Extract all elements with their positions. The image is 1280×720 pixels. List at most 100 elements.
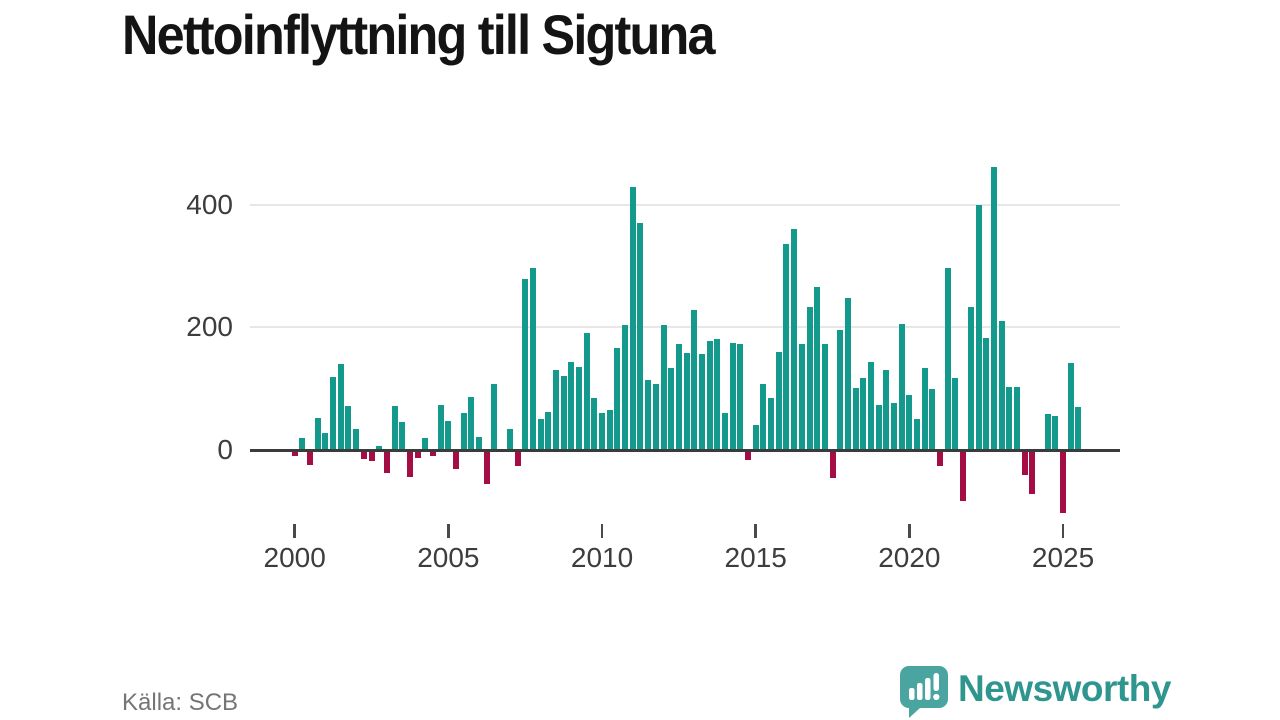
bar-2010-Q3 [614, 347, 621, 450]
bar-2006-Q3 [491, 383, 498, 450]
x-axis-tick [1061, 524, 1065, 538]
bar-2008-Q1 [537, 419, 544, 450]
y-axis-tick-label: 0 [217, 434, 233, 465]
bar-2004-Q2 [422, 438, 429, 450]
bar-2022-Q2 [975, 204, 982, 450]
x-axis-line [250, 448, 1120, 452]
bar-2025-Q1 [1060, 451, 1067, 513]
bar-2003-Q2 [391, 405, 398, 450]
bar-2019-Q1 [875, 405, 882, 450]
bar-2005-Q2 [453, 451, 460, 469]
bar-2025-Q3 [1075, 407, 1082, 450]
bar-2025-Q2 [1067, 362, 1074, 450]
bar-2011-Q2 [637, 223, 644, 450]
bar-2016-Q2 [791, 229, 798, 450]
bar-2015-Q2 [760, 383, 767, 450]
bar-2012-Q1 [660, 325, 667, 450]
bar-2003-Q4 [406, 451, 413, 478]
bar-2004-Q1 [414, 451, 421, 458]
x-axis-tick-label: 2000 [263, 542, 326, 573]
bar-2021-Q2 [944, 268, 951, 450]
newsworthy-logo: Newsworthy [898, 662, 1171, 720]
x-axis-tick-label: 2005 [417, 542, 480, 573]
bar-2020-Q1 [906, 395, 913, 450]
gridline-400 [250, 203, 1120, 206]
bar-2001-Q1 [322, 433, 329, 450]
bar-2000-Q4 [314, 418, 321, 450]
newsworthy-bubble-icon [898, 664, 950, 720]
bar-2016-Q1 [783, 243, 790, 450]
bar-2002-Q3 [368, 451, 375, 462]
bar-2019-Q3 [891, 403, 898, 450]
bar-2008-Q4 [560, 376, 567, 450]
bar-2009-Q3 [583, 332, 590, 450]
bar-2002-Q1 [353, 429, 360, 450]
bar-2020-Q3 [921, 367, 928, 450]
bar-2006-Q2 [483, 451, 490, 484]
bar-2022-Q3 [983, 338, 990, 450]
bar-2002-Q4 [376, 446, 383, 450]
bar-2001-Q2 [330, 376, 337, 450]
bar-2007-Q4 [529, 268, 536, 450]
y-axis-tick-label: 400 [186, 188, 233, 220]
bar-2011-Q4 [652, 384, 659, 450]
bar-2011-Q1 [629, 186, 636, 450]
bar-2008-Q2 [545, 411, 552, 450]
bar-2002-Q2 [360, 451, 367, 459]
x-axis-tick [908, 524, 911, 538]
bar-2017-Q2 [821, 344, 828, 450]
gridline-200 [250, 326, 1120, 329]
bar-2005-Q4 [468, 396, 475, 450]
bar-2007-Q3 [522, 278, 529, 450]
source-note: Källa: SCB [122, 689, 239, 716]
bar-2007-Q1 [506, 429, 513, 450]
y-axis-tick-label: 200 [186, 311, 233, 343]
bar-2021-Q3 [952, 378, 959, 450]
bar-2001-Q3 [337, 364, 344, 450]
bar-2018-Q4 [867, 361, 874, 450]
bar-2010-Q2 [606, 410, 613, 450]
bar-2006-Q1 [476, 437, 483, 450]
bar-2015-Q1 [752, 424, 759, 450]
bar-2013-Q1 [691, 309, 698, 450]
bar-2009-Q2 [575, 367, 582, 450]
bar-2017-Q1 [814, 286, 821, 450]
bar-2000-Q3 [307, 451, 314, 465]
bar-2023-Q4 [1021, 451, 1028, 475]
bar-2016-Q3 [798, 343, 805, 450]
bar-2021-Q1 [937, 451, 944, 466]
bar-2022-Q1 [967, 307, 974, 450]
chart-title: Nettoinflyttning till Sigtuna [122, 3, 716, 66]
bar-2010-Q4 [622, 325, 629, 450]
bar-2017-Q3 [829, 451, 836, 478]
x-axis-tick [600, 524, 604, 538]
bar-2013-Q2 [698, 353, 705, 450]
bar-2010-Q1 [599, 413, 606, 450]
bar-2008-Q3 [552, 370, 559, 450]
bar-2022-Q4 [990, 166, 997, 450]
bar-2024-Q4 [1052, 415, 1059, 450]
bar-2005-Q1 [445, 421, 452, 450]
x-axis-tick-label: 2015 [724, 542, 787, 573]
bar-2014-Q2 [729, 342, 736, 450]
bar-2014-Q1 [721, 413, 728, 450]
bar-2013-Q3 [706, 341, 713, 450]
bar-2021-Q4 [960, 451, 967, 502]
bar-2023-Q1 [998, 321, 1005, 450]
bar-2004-Q3 [430, 451, 436, 456]
bar-2013-Q4 [714, 338, 721, 450]
bar-2018-Q3 [860, 377, 867, 450]
bar-2007-Q2 [514, 451, 521, 467]
bar-2005-Q3 [460, 412, 467, 450]
bar-2009-Q1 [568, 361, 575, 450]
bar-2019-Q2 [883, 369, 890, 450]
bar-2012-Q4 [683, 353, 690, 450]
bar-2012-Q2 [668, 368, 675, 450]
x-axis-tick [447, 524, 450, 538]
bar-2023-Q3 [1013, 387, 1020, 450]
bar-2003-Q3 [399, 421, 406, 450]
bar-2004-Q4 [437, 405, 444, 450]
bar-2000-Q1 [291, 451, 298, 457]
